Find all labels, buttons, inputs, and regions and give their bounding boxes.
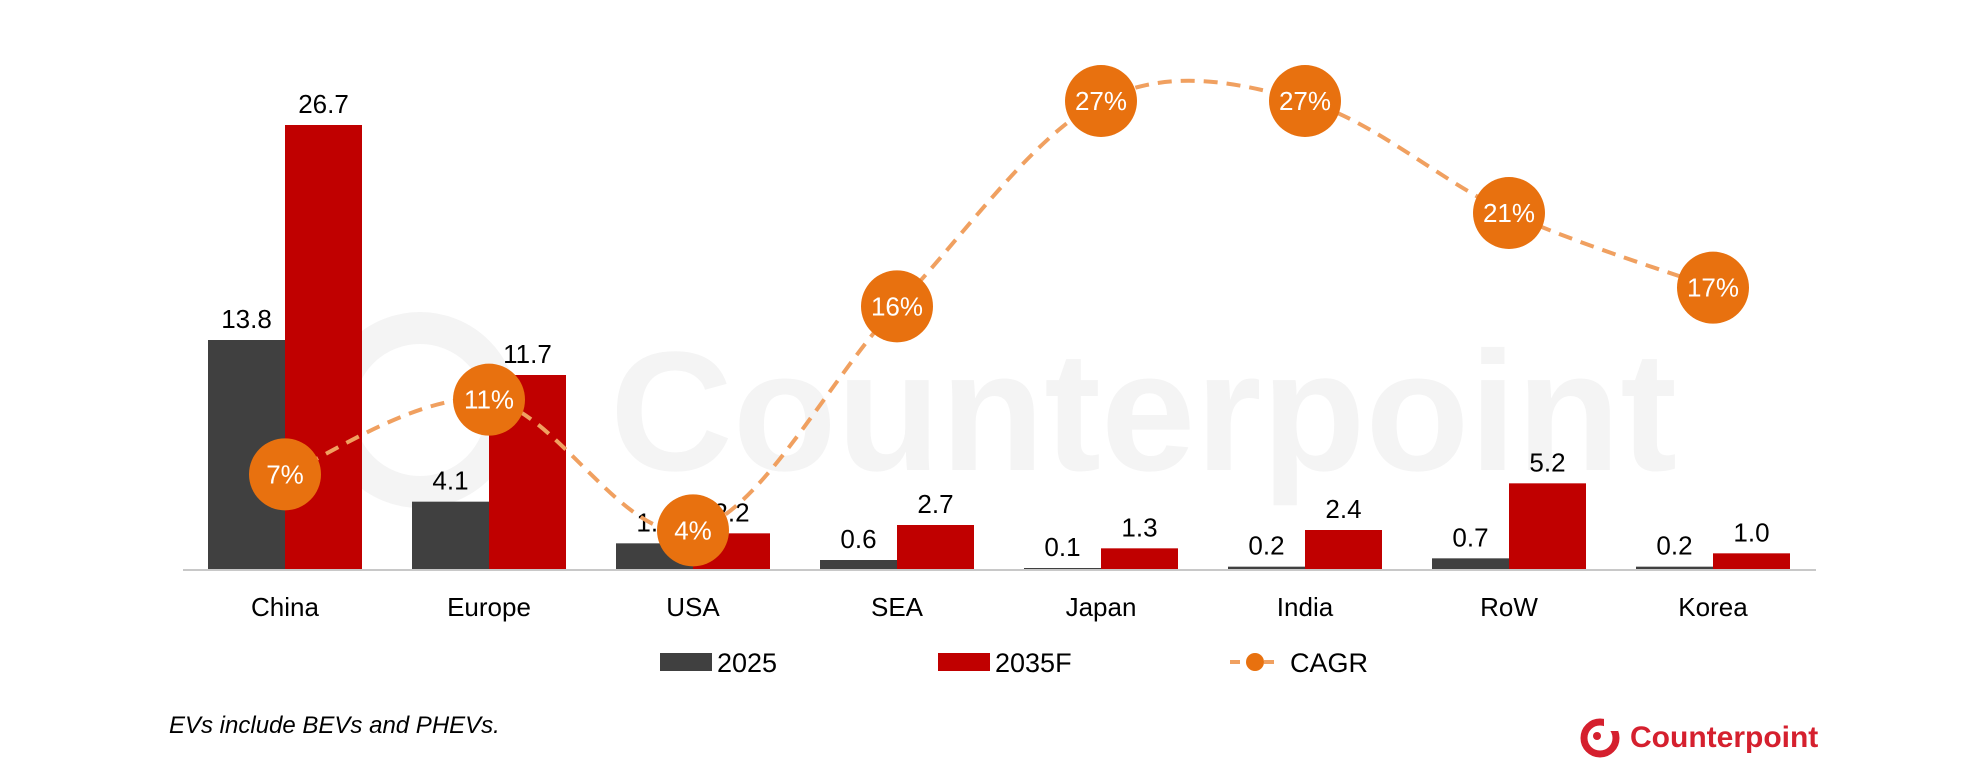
legend-marker-cagr (1246, 653, 1264, 671)
cagr-marker (249, 438, 321, 511)
data-label: 13.8 (221, 304, 272, 334)
x-tick-label: Korea (1678, 592, 1748, 622)
cagr-label: 27% (1279, 86, 1331, 116)
x-tick-label: India (1277, 592, 1334, 622)
bar-2035F-Korea (1713, 553, 1790, 570)
bar-2035F-SEA (897, 525, 974, 570)
cagr-line (284, 78, 1714, 534)
bar-2025-Europe (412, 501, 489, 570)
data-label: 1.3 (1121, 512, 1157, 542)
cagr-marker (453, 363, 525, 436)
bar-2025-India (1228, 566, 1305, 570)
bar-2025-Korea (1636, 566, 1713, 570)
data-label: 1.0 (1733, 517, 1769, 547)
cagr-marker (1677, 251, 1749, 324)
data-label: 5.2 (1529, 447, 1565, 477)
cagr-marker (1269, 65, 1341, 137)
x-tick-label: USA (666, 592, 720, 622)
cagr-marker (861, 270, 933, 343)
watermark-text: Counterpoint (610, 317, 1677, 507)
legend-label-2025: 2025 (717, 648, 777, 678)
footnote: EVs include BEVs and PHEVs. (169, 712, 500, 739)
cagr-marker (1473, 177, 1545, 249)
cagr-label: 16% (871, 291, 923, 321)
data-label: 0.6 (840, 524, 876, 554)
x-tick-label: Japan (1066, 592, 1137, 622)
bar-2035F-RoW (1509, 483, 1586, 570)
x-tick-labels: China Europe USA SEA Japan India RoW Korea (251, 592, 1748, 622)
counterpoint-watermark: Counterpoint (322, 312, 1677, 508)
brand-name: Counterpoint (1630, 721, 1819, 754)
data-label: 2.7 (917, 489, 953, 519)
legend: 2025 2035F CAGR (660, 648, 1368, 678)
bar-labels: 13.826.74.111.71.6 2.20.62.70.11.30.22.40… (221, 89, 1769, 562)
cagr-label: 4% (674, 515, 712, 545)
data-label: 0.7 (1452, 522, 1488, 552)
cagr-label: 21% (1483, 198, 1535, 228)
x-tick-label: Europe (447, 592, 531, 622)
x-tick-label: SEA (871, 592, 924, 622)
cagr-label: 7% (266, 459, 304, 489)
cagr-label: 17% (1687, 273, 1739, 303)
cagr-label: 11% (464, 385, 514, 415)
data-label: 4.1 (432, 466, 468, 496)
data-label: 26.7 (298, 89, 349, 119)
x-tick-label: China (251, 592, 319, 622)
cagr-markers: 7% 11% 4% 16% 27% 27% 21% 17% (249, 65, 1749, 567)
bar-2025-SEA (820, 560, 897, 570)
counterpoint-logo-icon (1580, 718, 1620, 758)
legend-label-cagr: CAGR (1290, 648, 1368, 678)
data-label: 2.4 (1325, 494, 1361, 524)
legend-label-2035f: 2035F (995, 648, 1072, 678)
data-label: 0.2 (1248, 531, 1284, 561)
data-label: 0.1 (1044, 532, 1080, 562)
data-label: 11.7 (503, 339, 552, 369)
cagr-label: 27% (1075, 86, 1127, 116)
legend-swatch-2035f (938, 653, 990, 671)
cagr-marker (1065, 65, 1137, 137)
data-label: 0.2 (1656, 531, 1692, 561)
x-tick-label: RoW (1480, 592, 1538, 622)
bar-2025-RoW (1432, 558, 1509, 570)
bar-2035F-Japan (1101, 548, 1178, 570)
legend-swatch-2025 (660, 653, 712, 671)
cagr-marker (657, 494, 729, 567)
bar-2035F-India (1305, 530, 1382, 570)
brand-logo: Counterpoint (1578, 716, 1818, 760)
